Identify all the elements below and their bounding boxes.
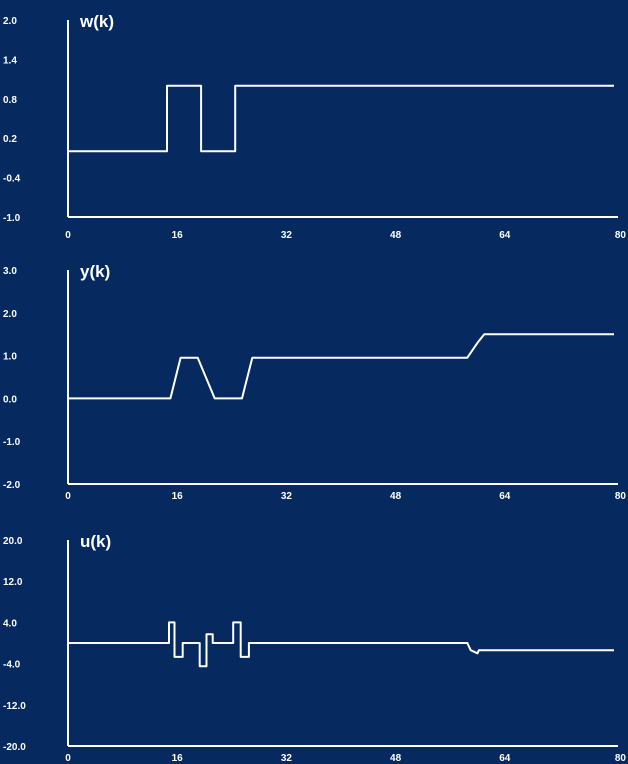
y-tick-label: 20.0 [3, 536, 23, 547]
panel-y: y(k) 3.0 2.0 1.0 0.0 -1.0 -2.0 0 16 32 48 64 80 [3, 262, 626, 502]
y-tick-label: 2.0 [3, 309, 17, 320]
y-tick-label: 0.8 [3, 95, 17, 106]
panel-w: w(k) 2.0 1.4 0.8 0.2 -0.4 -1.0 0 16 32 48 64 80 [3, 12, 626, 241]
y-tick-label: 0.0 [3, 394, 17, 405]
y-tick-label: 1.4 [3, 55, 17, 66]
series-line [68, 333, 614, 400]
x-tick-label: 0 [65, 491, 71, 502]
x-tick-label: 48 [390, 230, 402, 241]
x-tick-label: 32 [281, 491, 293, 502]
panel-title: y(k) [80, 262, 110, 281]
x-tick-label: 64 [499, 230, 511, 241]
y-tick-label: -4.0 [3, 660, 21, 671]
y-tick-label: -20.0 [3, 742, 26, 753]
y-tick-label: -12.0 [3, 701, 26, 712]
panel-title: u(k) [80, 532, 111, 551]
x-tick-label: 16 [172, 753, 184, 764]
x-tick-label: 32 [281, 230, 293, 241]
x-tick-label: 0 [65, 753, 71, 764]
y-tick-label: 1.0 [3, 352, 17, 363]
x-tick-label: 80 [615, 230, 627, 241]
x-tick-label: 48 [390, 753, 402, 764]
y-tick-label: -2.0 [3, 480, 21, 491]
x-tick-label: 0 [65, 230, 71, 241]
panel-u: u(k) 20.0 12.0 4.0 -4.0 -12.0 -20.0 0 16 32 48 64 80 [3, 532, 626, 764]
x-tick-label: 16 [172, 230, 184, 241]
series-line-tail [466, 642, 614, 655]
y-tick-label: 0.2 [3, 134, 17, 145]
y-tick-label: -0.4 [3, 174, 21, 185]
y-tick-label: 2.0 [3, 16, 17, 27]
y-tick-label: -1.0 [3, 213, 21, 224]
y-tick-label: 4.0 [3, 618, 17, 629]
x-tick-label: 80 [615, 491, 627, 502]
x-tick-label: 64 [499, 491, 511, 502]
y-tick-label: -1.0 [3, 437, 21, 448]
x-tick-label: 64 [499, 753, 511, 764]
panel-title: w(k) [79, 12, 114, 31]
series-line [68, 84, 614, 153]
x-tick-label: 32 [281, 753, 293, 764]
series-line [68, 621, 614, 668]
tail-mask [468, 641, 615, 645]
x-tick-label: 80 [615, 753, 627, 764]
y-tick-label: 3.0 [3, 266, 17, 277]
x-tick-label: 16 [172, 491, 184, 502]
y-tick-label: 12.0 [3, 577, 23, 588]
x-tick-label: 48 [390, 491, 402, 502]
